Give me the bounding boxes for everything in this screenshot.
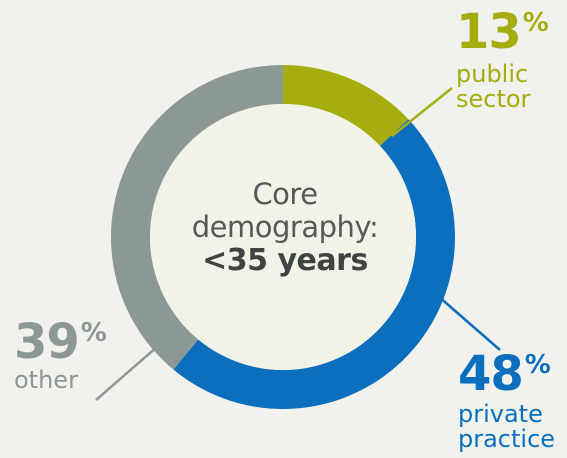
private-practice-label-line2: practice xyxy=(458,425,556,454)
slice-other xyxy=(111,65,283,370)
leader-other xyxy=(95,345,159,401)
center-label-line2: demography: xyxy=(191,210,379,245)
public-sector-percent: 13% xyxy=(456,8,549,56)
private-practice-percent: 48% xyxy=(458,350,555,398)
other-value: 39 xyxy=(14,314,80,370)
center-label: Core demography: <35 years xyxy=(175,177,395,279)
public-sector-label-line1: public xyxy=(456,60,529,88)
label-public-sector: 13% public sector xyxy=(456,8,549,112)
label-other: 39% other xyxy=(14,318,107,393)
other-unit: % xyxy=(80,318,107,348)
center-label-line1: Core xyxy=(252,177,318,211)
private-practice-value: 48 xyxy=(458,346,524,402)
donut-hole xyxy=(150,104,416,370)
public-sector-unit: % xyxy=(522,8,549,38)
private-practice-label-line1: private xyxy=(458,400,543,428)
leader-public-sector xyxy=(391,87,453,137)
private-practice-unit: % xyxy=(524,350,551,380)
slice-private-practice xyxy=(173,119,456,410)
slice-public-sector xyxy=(283,65,409,146)
other-label-line1: other xyxy=(14,366,78,394)
leader-private-practice xyxy=(437,295,501,351)
center-label-line3: <35 years xyxy=(202,243,368,279)
public-sector-value: 13 xyxy=(456,4,522,60)
other-percent: 39% xyxy=(14,318,107,366)
public-sector-label-line2: sector xyxy=(456,85,531,114)
label-private-practice: 48% private practice xyxy=(458,350,555,452)
